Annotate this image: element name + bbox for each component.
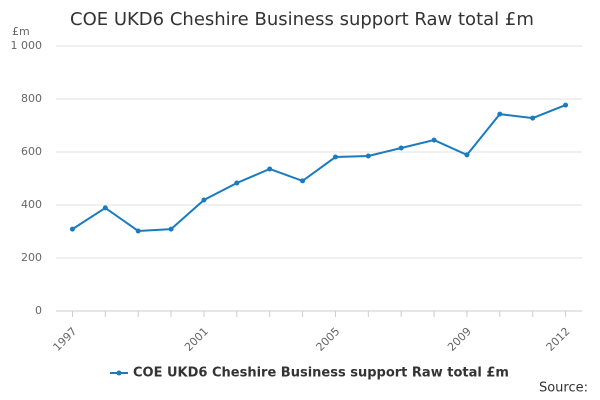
line: [71, 104, 566, 232]
point: [234, 180, 240, 186]
x-tick-label: 2001: [182, 325, 211, 354]
point: [365, 153, 371, 159]
point: [102, 205, 108, 211]
point: [168, 226, 174, 232]
y-tick-label: 800: [21, 92, 42, 105]
point: [464, 152, 470, 158]
chart-title: COE UKD6 Cheshire Business support Raw t…: [70, 9, 534, 30]
point: [135, 228, 141, 234]
point: [530, 115, 536, 121]
y-tick-label: 200: [21, 251, 42, 264]
y-tick-label: 600: [21, 145, 42, 158]
point: [431, 137, 437, 143]
point: [497, 111, 503, 117]
legend-marker: [116, 370, 122, 376]
y-tick-label: 1 000: [11, 39, 43, 52]
point: [201, 197, 207, 203]
point: [398, 145, 404, 151]
x-tick-label: 2005: [314, 325, 343, 354]
point: [563, 102, 569, 108]
point: [332, 154, 338, 160]
legend-label: COE UKD6 Cheshire Business support Raw t…: [133, 366, 509, 381]
y-tick-label: 0: [35, 304, 42, 317]
point: [267, 166, 273, 172]
point: [69, 226, 75, 232]
point: [300, 178, 306, 184]
y-tick-label: 400: [21, 198, 42, 211]
source: Source:: [539, 381, 588, 396]
x-tick-label: 2009: [445, 325, 474, 354]
y-unit: £m: [12, 25, 30, 38]
x-tick-label: 1997: [51, 325, 80, 354]
x-tick-label: 2012: [544, 325, 573, 354]
